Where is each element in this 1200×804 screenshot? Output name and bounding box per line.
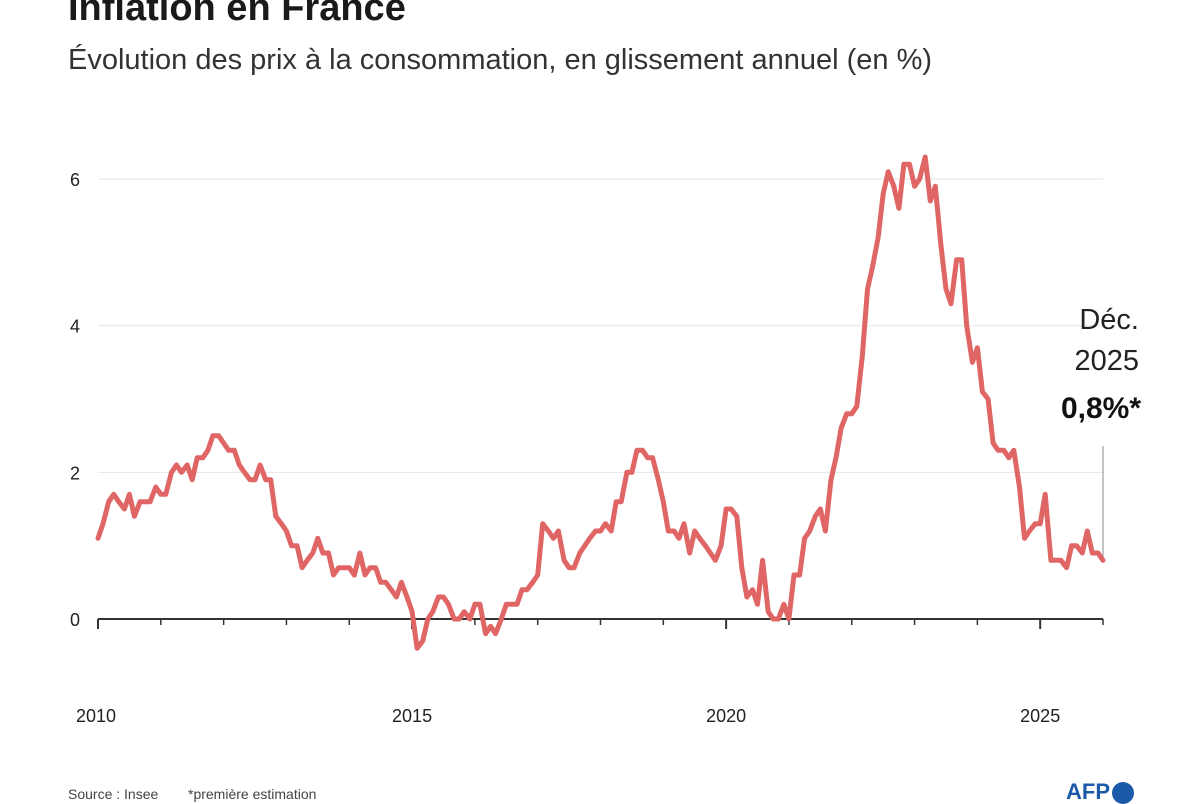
y-tick-label: 6	[70, 170, 80, 190]
afp-logo-dot	[1112, 782, 1134, 804]
estimate-note: *première estimation	[188, 786, 317, 802]
series-line	[95, 154, 1106, 651]
annotation-month: Déc.	[1079, 304, 1139, 336]
chart-subtitle: Évolution des prix à la consommation, en…	[68, 44, 933, 76]
y-tick-label: 4	[70, 317, 80, 337]
series-layer	[95, 154, 1106, 651]
annotation-value: 0,8%*	[1061, 392, 1141, 425]
annotation: Déc. 2025 0,8%*	[1061, 304, 1141, 557]
gridlines	[98, 178, 1103, 473]
afp-logo: AFP	[1066, 780, 1134, 804]
y-tick-label: 0	[70, 610, 80, 630]
axes: 0 2 4 6 2010 2015 2020 2025	[70, 170, 1104, 726]
chart-title: Inflation en France	[68, 0, 406, 29]
x-tick-label: 2015	[392, 706, 432, 726]
afp-logo-text: AFP	[1066, 779, 1110, 804]
x-tick-label: 2020	[706, 706, 746, 726]
annotation-year: 2025	[1074, 345, 1139, 377]
x-tick-label: 2010	[76, 706, 116, 726]
source-note: Source : Insee	[68, 786, 159, 802]
x-tick-label: 2025	[1020, 706, 1060, 726]
y-tick-label: 2	[70, 463, 80, 483]
